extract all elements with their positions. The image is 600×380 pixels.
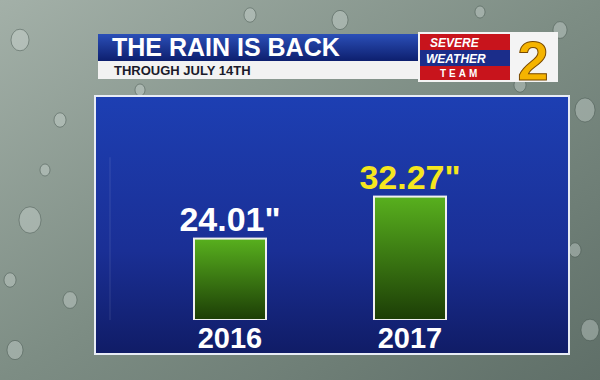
rain-drop — [475, 6, 485, 18]
logo-red — [420, 34, 510, 50]
value-axis — [110, 157, 111, 320]
data-label: 24.01" — [179, 200, 280, 238]
rain-drop — [244, 8, 256, 22]
rain-drop — [569, 243, 581, 257]
rain-drop — [54, 113, 66, 127]
subtitle-bar — [98, 61, 418, 79]
bar — [194, 239, 266, 320]
background — [0, 0, 600, 380]
category-label: 2016 — [198, 322, 263, 354]
rain-drop — [19, 207, 41, 233]
rain-drop — [63, 292, 77, 309]
rain-drop — [11, 29, 29, 51]
category-label: 2017 — [378, 322, 443, 354]
title: THE RAIN IS BACK — [112, 33, 340, 61]
logo-text: SEVERE — [430, 36, 480, 50]
title-bar — [98, 34, 418, 61]
logo-text: WEATHER — [426, 52, 486, 66]
chart: THE RAIN IS BACK THROUGH JULY 14TH SEVERE W… — [0, 0, 600, 380]
rain-drop — [575, 98, 595, 122]
rain-drop — [4, 273, 16, 287]
rain-drop — [40, 164, 50, 176]
logo-red — [420, 66, 510, 80]
rain-drop — [332, 10, 348, 29]
bar — [374, 197, 446, 320]
panel — [95, 96, 569, 354]
logo-text: TEAM — [440, 68, 480, 79]
data-label: 32.27" — [359, 158, 460, 196]
rain-drop — [135, 84, 145, 96]
subtitle: THROUGH JULY 14TH — [114, 63, 251, 78]
logo-number: 2 — [517, 29, 548, 92]
rain-drop — [581, 319, 599, 341]
rain-drop — [7, 340, 23, 359]
logo-blue — [420, 50, 510, 66]
